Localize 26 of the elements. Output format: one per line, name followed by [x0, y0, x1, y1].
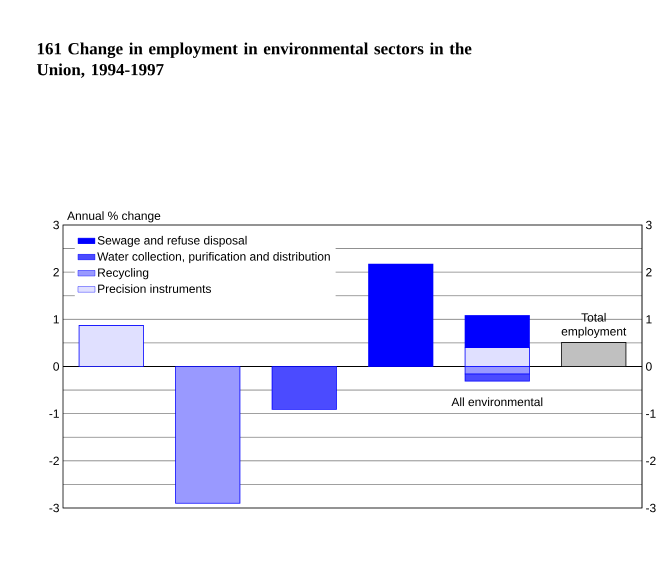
bar	[272, 366, 337, 410]
legend-label: Sewage and refuse disposal	[98, 236, 247, 247]
y-tick-label: 3	[53, 220, 59, 230]
y-tick-label: 2	[53, 268, 59, 276]
y2-tick-label: -1	[646, 410, 656, 418]
y-tick-label: -2	[49, 456, 59, 465]
y2-tick-label: 3	[646, 220, 652, 230]
y-tick-label: 1	[54, 315, 59, 324]
y-tick-label: -3	[49, 504, 59, 512]
x-tick-label: All environmental	[451, 397, 542, 406]
chart-title: 161 Change in employment in environmental sectors in the Union, 1994-1997	[36, 42, 472, 78]
legend-label: Precision instruments	[98, 284, 211, 293]
bar	[78, 325, 144, 367]
y-axis-title: Annual % change	[67, 211, 160, 222]
bar	[368, 264, 434, 367]
y-tick-label: 0	[53, 362, 60, 371]
y2-tick-label: 2	[646, 268, 652, 276]
y2-tick-label: -2	[646, 456, 656, 465]
y2-tick-label: -3	[646, 504, 656, 512]
y-tick-label: -1	[49, 410, 59, 418]
bar	[175, 366, 240, 504]
y2-tick-label: 0	[646, 362, 652, 371]
y2-tick-label: 1	[646, 315, 652, 324]
x-tick-label: Total employment	[562, 312, 626, 338]
legend-label: Water collection, purification and distribution	[97, 252, 330, 264]
legend-label: Recycling	[98, 268, 148, 280]
